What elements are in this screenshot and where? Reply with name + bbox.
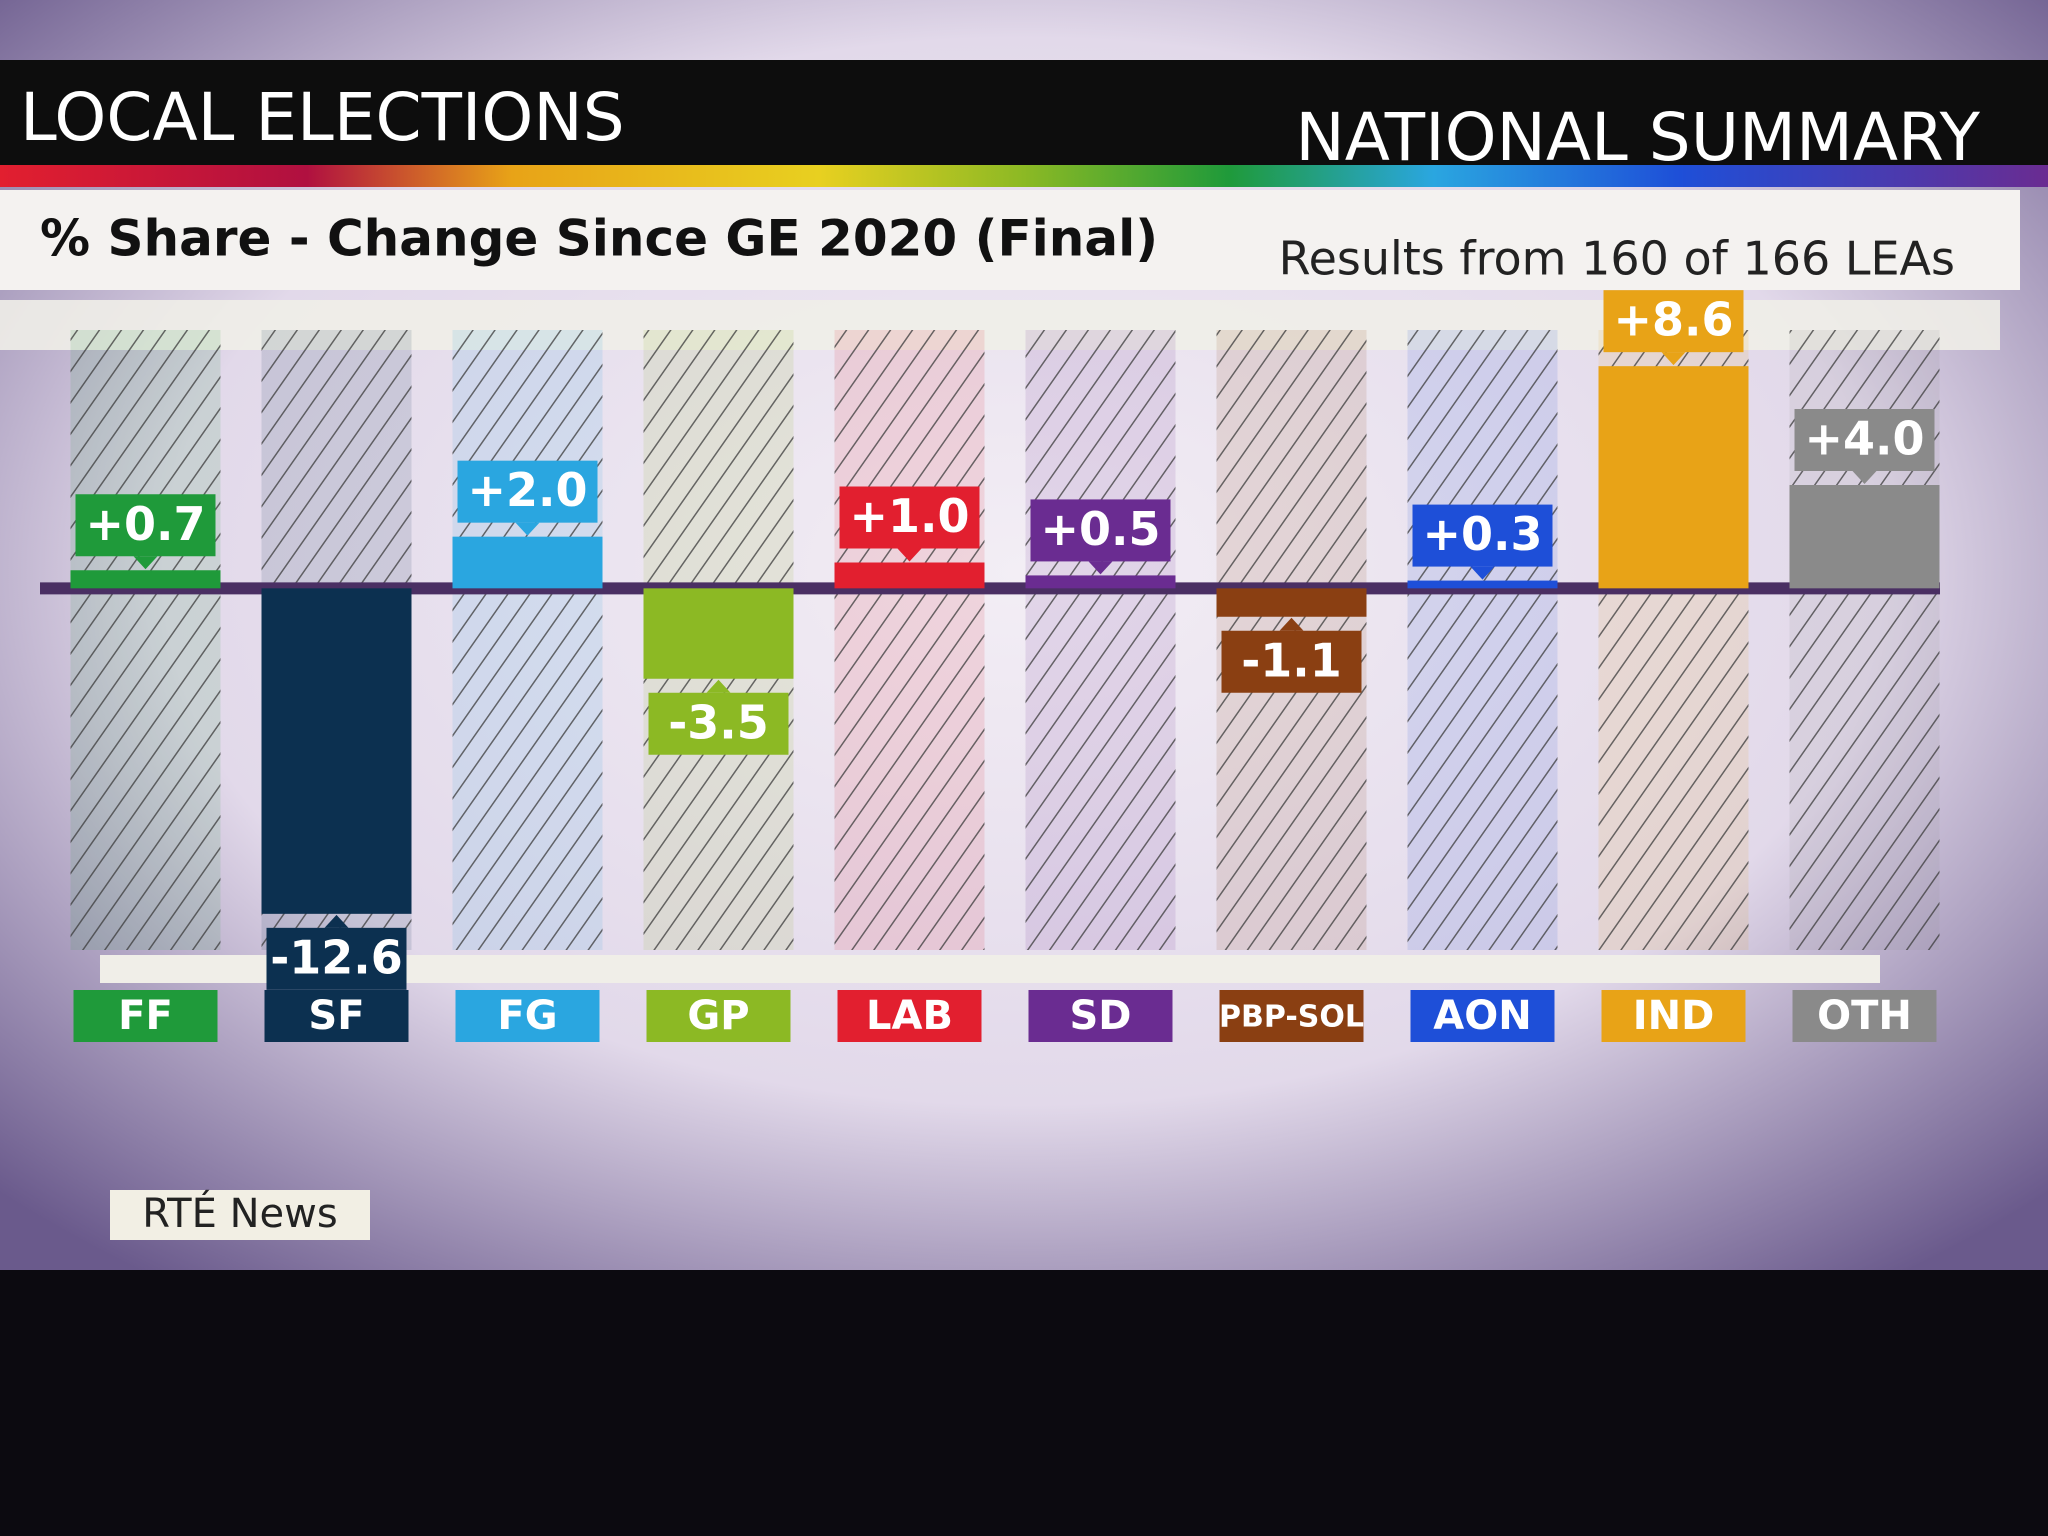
value-label: +2.0: [467, 463, 587, 517]
category-box: [455, 990, 600, 1042]
value-label: -12.6: [270, 930, 403, 984]
category-box: [646, 990, 791, 1042]
logo-box: [110, 1190, 370, 1240]
x-tick-label: OTH: [1817, 993, 1912, 1039]
header-right: NATIONAL SUMMARY: [1295, 99, 1980, 176]
value-label-tip: [1088, 561, 1113, 575]
value-label-box: [75, 494, 216, 557]
bar: [1598, 366, 1749, 589]
category-box: [73, 990, 218, 1042]
column-hatch: [1025, 330, 1176, 950]
x-tick-label: PBP-SOL: [1219, 1000, 1364, 1035]
value-label-box: [1412, 504, 1553, 567]
x-tick-label: SF: [308, 993, 364, 1039]
category-box: [1792, 990, 1937, 1042]
header-bar: [0, 60, 2048, 165]
x-tick-label: SD: [1069, 993, 1131, 1039]
value-label-box: [1794, 409, 1935, 471]
value-label-tip: [1470, 566, 1495, 580]
value-label-box: [648, 692, 789, 755]
value-label-box: [457, 460, 598, 523]
x-tick-label: AON: [1433, 993, 1531, 1039]
column-hatch: [452, 330, 603, 950]
value-label-box: [839, 486, 980, 549]
value-label-tip: [897, 548, 922, 562]
value-label-box: [1603, 290, 1744, 353]
bar: [70, 570, 221, 589]
value-label: +4.0: [1804, 412, 1924, 466]
bar: [834, 562, 985, 589]
category-box: [1028, 990, 1173, 1042]
bar: [1789, 485, 1940, 589]
chart-title: % Share - Change Since GE 2020 (Final): [40, 210, 1158, 268]
value-label: +0.7: [85, 497, 205, 551]
x-tick-label: LAB: [866, 993, 953, 1039]
value-label: +0.5: [1040, 502, 1160, 556]
column-hatch: [834, 330, 985, 950]
value-label-tip: [515, 522, 540, 536]
x-tick-label: FG: [497, 993, 557, 1039]
x-tick-label: IND: [1633, 993, 1715, 1039]
value-label: -1.1: [1241, 633, 1342, 687]
category-box: [837, 990, 982, 1042]
value-label: -3.5: [668, 695, 769, 749]
x-tick-label: FF: [118, 993, 173, 1039]
value-label-tip: [1852, 471, 1877, 484]
value-label-tip: [133, 556, 158, 570]
bar: [643, 588, 794, 679]
color-stripe: [0, 165, 2048, 187]
header-left: LOCAL ELECTIONS: [20, 79, 625, 156]
x-tick-label: GP: [687, 993, 749, 1039]
value-label-tip: [706, 679, 731, 693]
source-logo: RTÉ News: [142, 1189, 337, 1237]
value-label-tip: [1661, 352, 1686, 366]
bar: [1025, 575, 1176, 589]
bar: [1407, 580, 1558, 589]
bar: [1216, 588, 1367, 617]
column-hatch: [70, 330, 221, 950]
value-label: +0.3: [1422, 507, 1542, 561]
column-hatch: [1407, 330, 1558, 950]
value-label-tip: [324, 914, 349, 928]
category-box: [1410, 990, 1555, 1042]
category-box: [264, 990, 409, 1042]
chart-subtitle: Results from 160 of 166 LEAs: [1279, 232, 1955, 286]
screen-bezel: [0, 1270, 2048, 1536]
plot: +0.7 FF -12.6 SF +2.0 FG -3.5 GP +1.0 LAB +0.5 SD -1…: [40, 290, 1940, 1042]
value-label: +1.0: [849, 489, 969, 543]
category-box: [1219, 990, 1364, 1042]
value-label-tip: [1279, 617, 1304, 631]
value-label-box: [1221, 630, 1362, 693]
value-label-box: [1030, 499, 1171, 562]
bar: [452, 536, 603, 589]
bar: [261, 588, 412, 914]
category-box: [1601, 990, 1746, 1042]
value-label: +8.6: [1613, 293, 1733, 347]
subtitle-bar: [0, 190, 2020, 290]
value-label-box: [266, 927, 407, 990]
